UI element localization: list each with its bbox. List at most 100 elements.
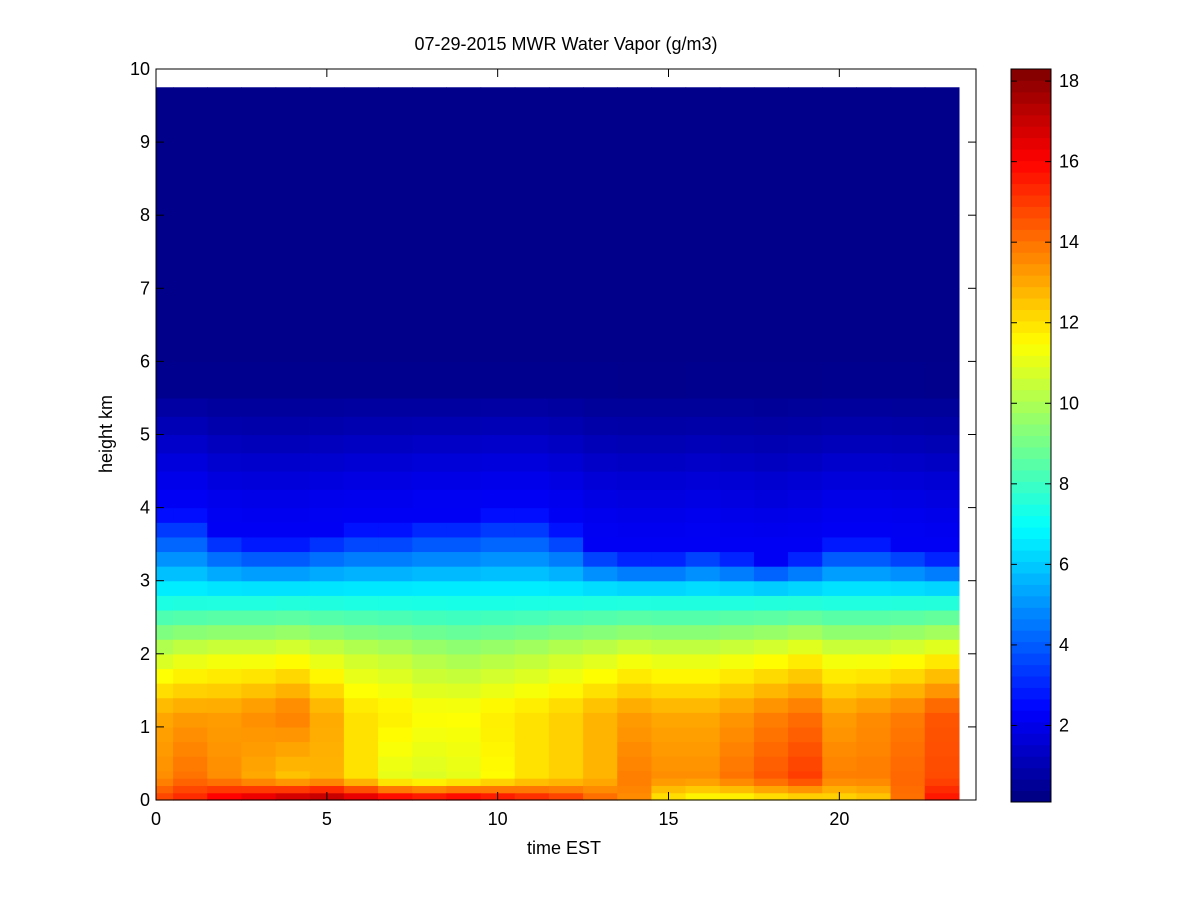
heatmap-cell: [719, 595, 755, 611]
heatmap-cell: [412, 566, 448, 582]
colorbar-segment: [1011, 378, 1051, 391]
heatmap-cell: [275, 712, 311, 728]
heatmap-cell: [241, 726, 277, 743]
colorbar-tick-label: 8: [1059, 474, 1069, 494]
heatmap-cell: [378, 434, 413, 454]
heatmap-cell: [173, 434, 208, 454]
heatmap-cell: [156, 726, 174, 743]
heatmap-cell: [343, 397, 379, 417]
heatmap-cell: [446, 361, 482, 399]
heatmap-cell: [412, 770, 448, 779]
heatmap-cell: [309, 397, 345, 417]
heatmap-cell: [412, 580, 448, 596]
heatmap-cell: [890, 653, 926, 670]
heatmap-cell: [446, 726, 482, 743]
heatmap-cell: [788, 288, 823, 362]
heatmap-cell: [207, 471, 243, 490]
heatmap-cell: [343, 416, 379, 436]
heatmap-cell: [924, 87, 960, 143]
heatmap-cell: [480, 566, 516, 582]
y-axis-label: height km: [96, 395, 116, 473]
heatmap-cell: [173, 756, 208, 772]
colorbar-tick-label: 2: [1059, 715, 1069, 735]
heatmap-cell: [309, 536, 345, 553]
heatmap-cell: [207, 580, 243, 596]
heatmap-cell: [548, 778, 584, 786]
heatmap-cell: [685, 785, 721, 794]
heatmap-cell: [275, 595, 311, 611]
heatmap-cell: [378, 489, 413, 509]
heatmap-cell: [753, 397, 789, 417]
heatmap-cell: [378, 471, 413, 490]
heatmap-cell: [822, 87, 858, 143]
heatmap-cell: [480, 624, 516, 640]
heatmap-cell: [822, 595, 858, 611]
heatmap-cell: [924, 756, 960, 772]
heatmap-cell: [173, 683, 208, 699]
heatmap-cell: [788, 726, 823, 743]
heatmap-cell: [207, 653, 243, 670]
heatmap-cell: [412, 142, 448, 216]
heatmap-cell: [890, 697, 926, 713]
heatmap-cell: [173, 653, 208, 670]
heatmap-cell: [514, 434, 550, 454]
heatmap-cell: [617, 756, 653, 772]
heatmap-cell: [583, 770, 618, 779]
heatmap-cell: [617, 507, 653, 523]
heatmap-cell: [753, 551, 789, 567]
heatmap-cell: [856, 87, 892, 143]
heatmap-cell: [788, 668, 823, 684]
heatmap-cell: [822, 215, 858, 289]
heatmap-cell: [173, 489, 208, 509]
heatmap-cell: [207, 566, 243, 582]
heatmap-cell: [480, 785, 516, 794]
heatmap-cell: [685, 452, 721, 472]
colorbar-segment: [1011, 515, 1051, 528]
y-tick-label: 10: [130, 59, 150, 79]
heatmap-cell: [514, 756, 550, 772]
heatmap-cell: [890, 536, 926, 553]
heatmap-cell: [156, 471, 174, 490]
heatmap-cell: [480, 471, 516, 490]
colorbar-segment: [1011, 366, 1051, 379]
heatmap-cell: [753, 726, 789, 743]
heatmap-cell: [343, 142, 379, 216]
heatmap-cell: [856, 595, 892, 611]
heatmap-cell: [788, 536, 823, 553]
heatmap-cell: [343, 215, 379, 289]
heatmap-cell: [446, 522, 482, 538]
heatmap-cell: [890, 580, 926, 596]
heatmap-cell: [378, 87, 413, 143]
colorbar-tick-label: 14: [1059, 232, 1079, 252]
heatmap-cell: [275, 522, 311, 538]
heatmap-cell: [446, 639, 482, 655]
heatmap-cell: [309, 142, 345, 216]
heatmap-cell: [583, 489, 618, 509]
heatmap-cell: [309, 566, 345, 582]
colorbar-segment: [1011, 767, 1051, 780]
heatmap-cell: [583, 639, 618, 655]
heatmap-cell: [788, 741, 823, 757]
heatmap-cell: [309, 522, 345, 538]
heatmap-cell: [753, 288, 789, 362]
heatmap-cell: [583, 756, 618, 772]
heatmap-cell: [173, 87, 208, 143]
heatmap-cell: [548, 756, 584, 772]
heatmap-cell: [822, 434, 858, 454]
heatmap-cell: [514, 489, 550, 509]
heatmap-cell: [924, 785, 960, 794]
heatmap-cell: [343, 87, 379, 143]
heatmap-cell: [651, 595, 687, 611]
heatmap-cell: [378, 566, 413, 582]
x-tick-label: 5: [322, 809, 332, 829]
heatmap-cell: [856, 566, 892, 582]
heatmap-cell: [173, 580, 208, 596]
heatmap-cell: [514, 697, 550, 713]
heatmap-cell: [241, 489, 277, 509]
heatmap-cell: [617, 653, 653, 670]
heatmap-cell: [548, 712, 584, 728]
heatmap-cell: [343, 697, 379, 713]
heatmap-cell: [685, 87, 721, 143]
heatmap-cell: [685, 697, 721, 713]
heatmap-cell: [583, 551, 618, 567]
